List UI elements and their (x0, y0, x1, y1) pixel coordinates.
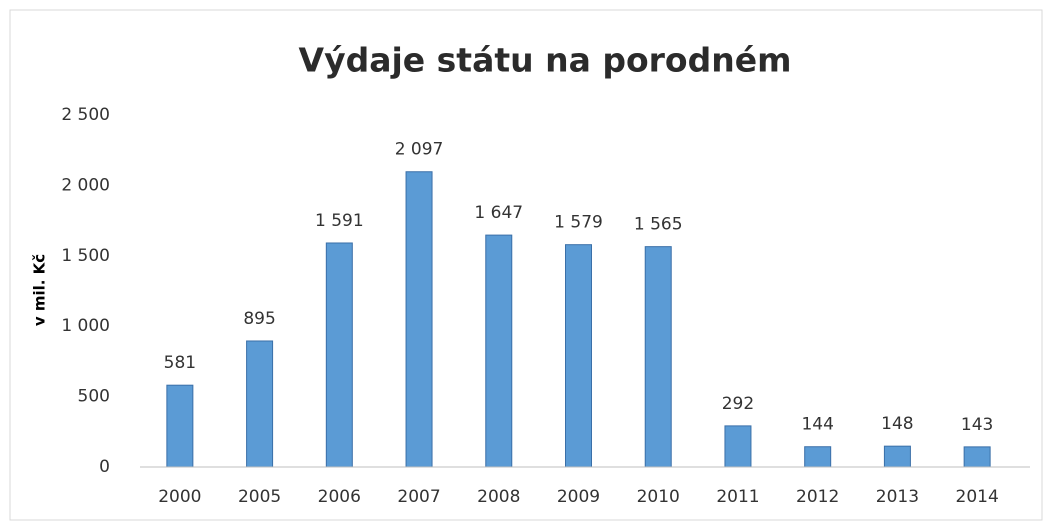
x-tick-label: 2000 (158, 487, 201, 507)
data-label: 2 097 (395, 140, 444, 160)
data-label: 1 647 (474, 203, 523, 223)
x-tick-label: 2014 (956, 487, 999, 507)
x-tick-label: 2012 (796, 487, 839, 507)
x-tick-label: 2007 (397, 487, 440, 507)
data-label: 144 (801, 415, 833, 435)
chart-title: Výdaje státu na porodném (299, 41, 792, 80)
bar (485, 234, 513, 468)
data-label: 1 591 (315, 211, 364, 231)
x-tick-label: 2008 (477, 487, 520, 507)
y-tick-label: 500 (78, 387, 110, 407)
x-tick-label: 2010 (637, 487, 680, 507)
bar (565, 244, 592, 468)
bar (644, 246, 672, 468)
x-tick-label: 2011 (716, 487, 759, 507)
bar (804, 446, 832, 468)
bar (166, 384, 194, 468)
bar (724, 425, 752, 468)
y-tick-label: 1 000 (61, 316, 110, 336)
bar (405, 171, 433, 468)
bar (246, 340, 274, 468)
data-label: 148 (881, 414, 913, 434)
data-label: 1 565 (634, 215, 683, 235)
bar (963, 446, 991, 468)
y-tick-label: 2 000 (61, 175, 110, 195)
y-tick-label: 2 500 (61, 105, 110, 125)
bar (883, 445, 911, 468)
data-label: 1 579 (554, 213, 603, 233)
x-tick-label: 2006 (318, 487, 361, 507)
x-tick-label: 2009 (557, 487, 600, 507)
x-tick-label: 2013 (876, 487, 919, 507)
y-tick-label: 0 (99, 457, 110, 477)
data-label: 895 (243, 309, 275, 329)
chart-border (9, 9, 1043, 521)
y-tick-label: 1 500 (61, 246, 110, 266)
x-tick-label: 2005 (238, 487, 281, 507)
y-axis-label: v mil. Kč (31, 254, 49, 326)
data-label: 292 (722, 394, 754, 414)
data-label: 143 (961, 415, 993, 435)
bar (325, 242, 353, 468)
data-label: 581 (164, 353, 196, 373)
